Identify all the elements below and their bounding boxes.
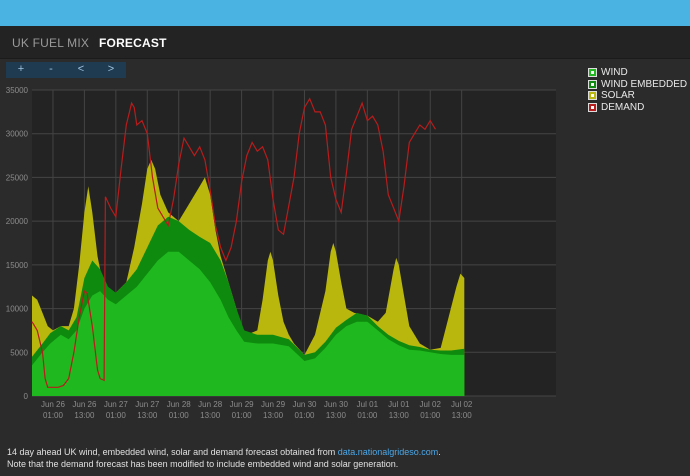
footer-line-1: 14 day ahead UK wind, embedded wind, sol…	[7, 447, 441, 459]
x-tick-label: Jun 28	[198, 400, 223, 409]
y-tick-label: 25000	[6, 173, 29, 182]
x-tick-label: 01:00	[232, 411, 253, 420]
legend-item-wind-embedded[interactable]: WIND EMBEDDED	[588, 79, 687, 91]
legend-item-demand[interactable]: DEMAND	[588, 102, 687, 114]
x-tick-label: Jun 30	[324, 400, 349, 409]
chart-legend: WIND WIND EMBEDDED SOLAR DEMAND	[588, 67, 687, 113]
x-tick-label: 13:00	[326, 411, 347, 420]
legend-swatch-solar	[588, 91, 597, 101]
x-tick-label: Jul 02	[451, 400, 473, 409]
tab-forecast[interactable]: FORECAST	[99, 36, 167, 50]
legend-label-wind-embedded: WIND EMBEDDED	[601, 78, 688, 90]
zoom-out-button[interactable]: -	[49, 63, 53, 75]
x-tick-label: 13:00	[389, 411, 410, 420]
legend-swatch-wind-embedded	[588, 79, 597, 89]
footer-line-2: Note that the demand forecast has been m…	[7, 458, 399, 469]
x-tick-label: 01:00	[294, 411, 315, 420]
x-tick-label: Jul 02	[420, 400, 442, 409]
zoom-controls: + - < >	[6, 62, 126, 78]
x-tick-label: 01:00	[357, 411, 378, 420]
legend-label-demand: DEMAND	[601, 101, 645, 113]
x-tick-label: Jun 27	[104, 400, 129, 409]
zoom-in-button[interactable]: +	[17, 63, 25, 75]
y-tick-label: 20000	[6, 217, 29, 226]
legend-item-wind[interactable]: WIND	[588, 67, 687, 79]
source-link[interactable]: data.nationalgrideso.com	[337, 447, 439, 457]
x-tick-label: 01:00	[420, 411, 441, 420]
y-tick-label: 30000	[6, 130, 29, 139]
x-tick-label: 13:00	[263, 411, 284, 420]
pan-left-button[interactable]: <	[77, 63, 85, 75]
legend-label-wind: WIND	[601, 67, 628, 79]
y-tick-label: 35000	[6, 86, 29, 95]
x-tick-label: Jun 26	[72, 400, 97, 409]
footer-period: .	[438, 447, 441, 457]
y-tick-label: 5000	[10, 348, 28, 357]
x-tick-label: 01:00	[169, 411, 190, 420]
x-tick-label: 13:00	[137, 411, 158, 420]
forecast-chart[interactable]: 0 5000 10000 15000 20000 25000 30000 35000 Jun 2…	[0, 82, 580, 442]
x-tick-label: 13:00	[74, 411, 95, 420]
x-tick-label: Jun 29	[261, 400, 286, 409]
series-area-wind	[32, 251, 465, 396]
x-tick-label: Jun 26	[41, 400, 66, 409]
legend-swatch-demand	[588, 102, 597, 112]
x-tick-label: 01:00	[43, 411, 64, 420]
x-tick-label: Jul 01	[357, 400, 379, 409]
legend-item-solar[interactable]: SOLAR	[588, 90, 687, 102]
x-tick-label: Jun 27	[135, 400, 160, 409]
top-color-bar	[0, 0, 690, 26]
x-tick-label: Jun 30	[292, 400, 317, 409]
pan-right-button[interactable]: >	[107, 63, 115, 75]
legend-swatch-wind	[588, 68, 597, 78]
footer-note: 14 day ahead UK wind, embedded wind, sol…	[7, 447, 441, 470]
series-line-demand	[31, 97, 437, 388]
y-tick-label: 10000	[6, 305, 29, 314]
y-tick-label: 15000	[6, 261, 29, 270]
footer-text: 14 day ahead UK wind, embedded wind, sol…	[7, 447, 338, 457]
x-tick-label: 13:00	[200, 411, 221, 420]
nav-bar: UK FUEL MIX FORECAST	[0, 26, 690, 59]
x-tick-label: Jun 28	[167, 400, 192, 409]
x-tick-label: 13:00	[452, 411, 473, 420]
legend-label-solar: SOLAR	[601, 90, 635, 102]
y-tick-label: 0	[24, 392, 29, 401]
x-tick-label: Jul 01	[388, 400, 410, 409]
x-tick-label: Jun 29	[230, 400, 255, 409]
x-tick-label: 01:00	[106, 411, 127, 420]
tab-uk-fuel-mix[interactable]: UK FUEL MIX	[12, 36, 90, 50]
